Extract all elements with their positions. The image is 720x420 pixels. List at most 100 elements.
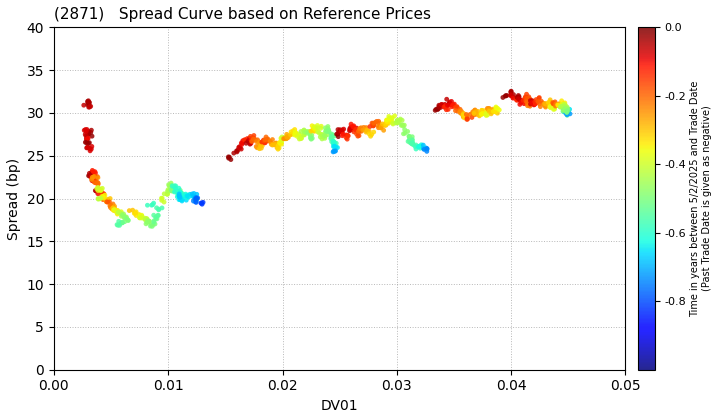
Point xyxy=(166,186,178,193)
Point xyxy=(112,207,123,214)
Point xyxy=(322,131,333,138)
Point xyxy=(559,108,570,115)
Point xyxy=(307,127,318,134)
Point xyxy=(175,189,186,196)
Point xyxy=(505,92,517,99)
Point xyxy=(228,150,240,157)
Point xyxy=(117,219,128,226)
Point xyxy=(109,206,120,213)
Point xyxy=(493,107,505,113)
Point xyxy=(104,199,115,205)
Point xyxy=(511,94,523,101)
Point xyxy=(560,109,572,116)
Point xyxy=(562,104,573,110)
Point xyxy=(483,108,495,115)
Point xyxy=(554,103,566,110)
Point xyxy=(181,193,193,199)
Point xyxy=(147,201,158,208)
Point xyxy=(345,123,356,130)
Point xyxy=(116,213,127,220)
Point xyxy=(188,190,199,197)
Point xyxy=(418,146,430,153)
Point xyxy=(330,144,341,150)
Point xyxy=(82,131,94,138)
Point xyxy=(540,104,552,110)
Point xyxy=(533,97,544,104)
Point xyxy=(93,184,104,191)
Point xyxy=(490,104,502,110)
Point xyxy=(96,185,108,192)
Point xyxy=(191,191,202,198)
Point xyxy=(102,199,114,206)
Point xyxy=(156,205,168,211)
Point xyxy=(247,136,258,143)
Point xyxy=(490,108,501,115)
Point xyxy=(557,107,569,114)
Point xyxy=(287,128,299,134)
Point xyxy=(161,191,173,197)
Point xyxy=(174,187,186,194)
Point xyxy=(168,188,179,194)
Point xyxy=(467,110,479,116)
Point xyxy=(250,136,261,143)
Point xyxy=(477,110,488,117)
Point xyxy=(259,136,271,143)
Point xyxy=(513,92,524,99)
Point xyxy=(142,217,153,223)
Point xyxy=(518,100,530,107)
Point xyxy=(549,101,560,108)
Point xyxy=(176,196,187,203)
Point xyxy=(222,154,234,160)
Point xyxy=(380,120,392,126)
Point xyxy=(188,198,199,205)
Point xyxy=(358,124,369,131)
Point xyxy=(513,94,524,101)
Point xyxy=(88,173,99,180)
Point xyxy=(179,192,190,198)
Point xyxy=(528,101,540,108)
Point xyxy=(86,167,98,174)
Point xyxy=(101,198,112,205)
Point xyxy=(511,94,523,101)
Point xyxy=(524,100,536,106)
Point xyxy=(92,181,104,188)
Point xyxy=(89,173,101,180)
Point xyxy=(322,125,333,132)
Point xyxy=(136,213,148,220)
Point xyxy=(352,130,364,136)
Point xyxy=(418,145,429,152)
Point xyxy=(526,99,538,106)
Point xyxy=(512,97,523,103)
Point xyxy=(348,129,360,135)
Point xyxy=(295,134,307,141)
Point xyxy=(534,100,545,107)
Point xyxy=(320,127,331,134)
Point xyxy=(553,102,564,109)
Point xyxy=(380,122,392,129)
Point xyxy=(81,137,92,144)
Point xyxy=(336,126,348,133)
Point xyxy=(320,133,331,139)
Point xyxy=(174,189,185,196)
Point xyxy=(187,193,199,199)
Point xyxy=(278,135,289,142)
Point xyxy=(525,97,536,104)
Point xyxy=(284,131,296,138)
Point xyxy=(346,121,357,128)
Point xyxy=(113,209,125,215)
Point xyxy=(557,101,568,108)
Point xyxy=(325,131,337,137)
Point xyxy=(421,148,433,155)
Point xyxy=(127,207,138,213)
Point xyxy=(313,130,325,136)
Point xyxy=(295,134,307,141)
Point xyxy=(148,212,159,218)
Point xyxy=(458,114,469,121)
Point xyxy=(558,100,570,107)
Point xyxy=(140,220,152,227)
Point xyxy=(328,140,339,147)
Point xyxy=(233,144,244,151)
Point xyxy=(538,101,549,108)
Point xyxy=(462,116,473,123)
Point xyxy=(328,149,339,155)
